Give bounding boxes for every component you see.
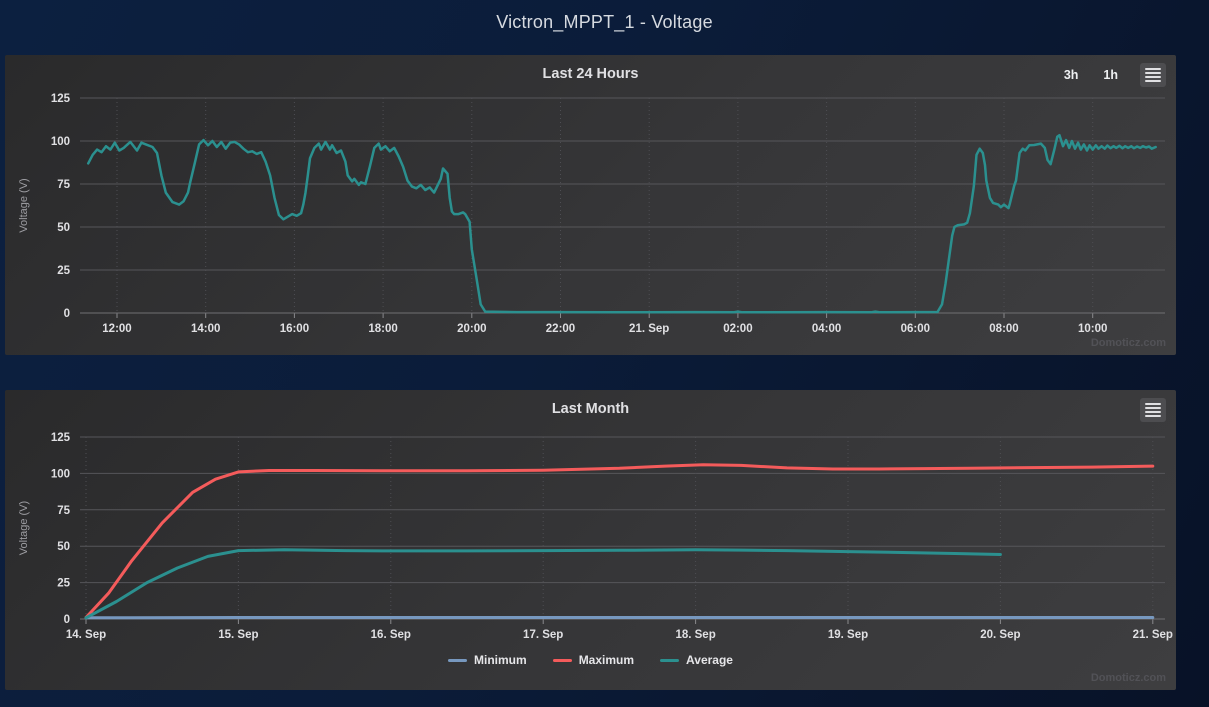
minimum-series-swatch [448,658,468,662]
svg-text:08:00: 08:00 [989,323,1018,335]
legend-item-minimum[interactable]: Minimum [448,653,527,667]
last-month-svg: 0 25 50 75 100 125 14. Sep 15. Sep 16. Sep 17. Se… [18,432,1173,641]
svg-text:125: 125 [51,93,71,105]
svg-text:25: 25 [57,578,70,590]
svg-text:17. Sep: 17. Sep [523,629,563,641]
maximum-series-swatch [552,658,572,662]
svg-text:02:00: 02:00 [723,323,752,335]
range-button-3h[interactable]: 3h [1061,66,1082,84]
svg-text:50: 50 [57,222,70,234]
chart-panel-last-month: Last Month 0 25 50 75 100 125 14. Sep 15. Sep 16… [5,390,1176,690]
hamburger-icon [1145,403,1161,405]
legend-label-average: Average [686,653,733,667]
svg-text:12:00: 12:00 [102,323,131,335]
svg-text:75: 75 [57,505,70,517]
legend-label-minimum: Minimum [474,653,527,667]
svg-text:Voltage (V): Voltage (V) [18,178,30,232]
last-month-plot-area: 0 25 50 75 100 125 14. Sep 15. Sep 16. Sep 17. Se… [5,390,1176,690]
legend-item-maximum[interactable]: Maximum [552,653,635,667]
chart-title-last-month: Last Month [551,401,630,417]
average-series-swatch [660,658,680,662]
hamburger-icon [1145,68,1161,70]
svg-text:21. Sep: 21. Sep [1133,629,1173,641]
svg-text:14:00: 14:00 [191,323,220,335]
chart-context-menu-button[interactable] [1140,63,1166,87]
svg-text:16. Sep: 16. Sep [371,629,411,641]
chart-controls [1140,398,1166,422]
legend-item-average[interactable]: Average [660,653,733,667]
svg-text:0: 0 [64,308,70,320]
svg-text:125: 125 [51,432,71,444]
chart-context-menu-button[interactable] [1140,398,1166,422]
page-title: Victron_MPPT_1 - Voltage [496,12,713,32]
svg-text:19. Sep: 19. Sep [828,629,868,641]
svg-text:100: 100 [51,136,70,148]
series-line-average [84,548,1002,620]
series-line-voltage [86,133,1157,314]
svg-text:15. Sep: 15. Sep [218,629,258,641]
svg-text:0: 0 [64,614,70,626]
svg-text:50: 50 [57,541,70,553]
svg-text:06:00: 06:00 [901,323,930,335]
svg-text:10:00: 10:00 [1078,323,1107,335]
svg-text:04:00: 04:00 [812,323,841,335]
chart-title-last-24-hours: Last 24 Hours [542,66,639,82]
svg-text:16:00: 16:00 [280,323,309,335]
last-24-hours-svg: 0 25 50 75 100 125 12:00 14:00 16:00 18:00 20:00 22… [18,93,1165,335]
svg-text:18:00: 18:00 [368,323,397,335]
svg-text:75: 75 [57,179,70,191]
svg-text:20. Sep: 20. Sep [980,629,1020,641]
chart-controls: 3h 1h [1061,63,1166,87]
svg-text:Voltage (V): Voltage (V) [18,501,30,555]
svg-text:18. Sep: 18. Sep [675,629,715,641]
series-line-maximum [84,463,1155,619]
svg-text:25: 25 [57,265,70,277]
chart-panel-last-24-hours: Last 24 Hours 3h 1h 0 25 50 75 100 125 12:00 14… [5,55,1176,355]
svg-text:21. Sep: 21. Sep [629,323,669,335]
range-button-1h[interactable]: 1h [1100,66,1121,84]
svg-text:14. Sep: 14. Sep [66,629,106,641]
svg-text:22:00: 22:00 [546,323,575,335]
domoticz-watermark: Domoticz.com [1090,672,1166,684]
svg-text:20:00: 20:00 [457,323,486,335]
svg-text:100: 100 [51,468,70,480]
domoticz-watermark: Domoticz.com [1090,337,1166,349]
legend-label-maximum: Maximum [578,653,635,667]
chart-legend: Minimum Maximum Average [5,653,1176,667]
last-24-hours-plot-area: 0 25 50 75 100 125 12:00 14:00 16:00 18:00 20:00 22… [5,55,1176,355]
